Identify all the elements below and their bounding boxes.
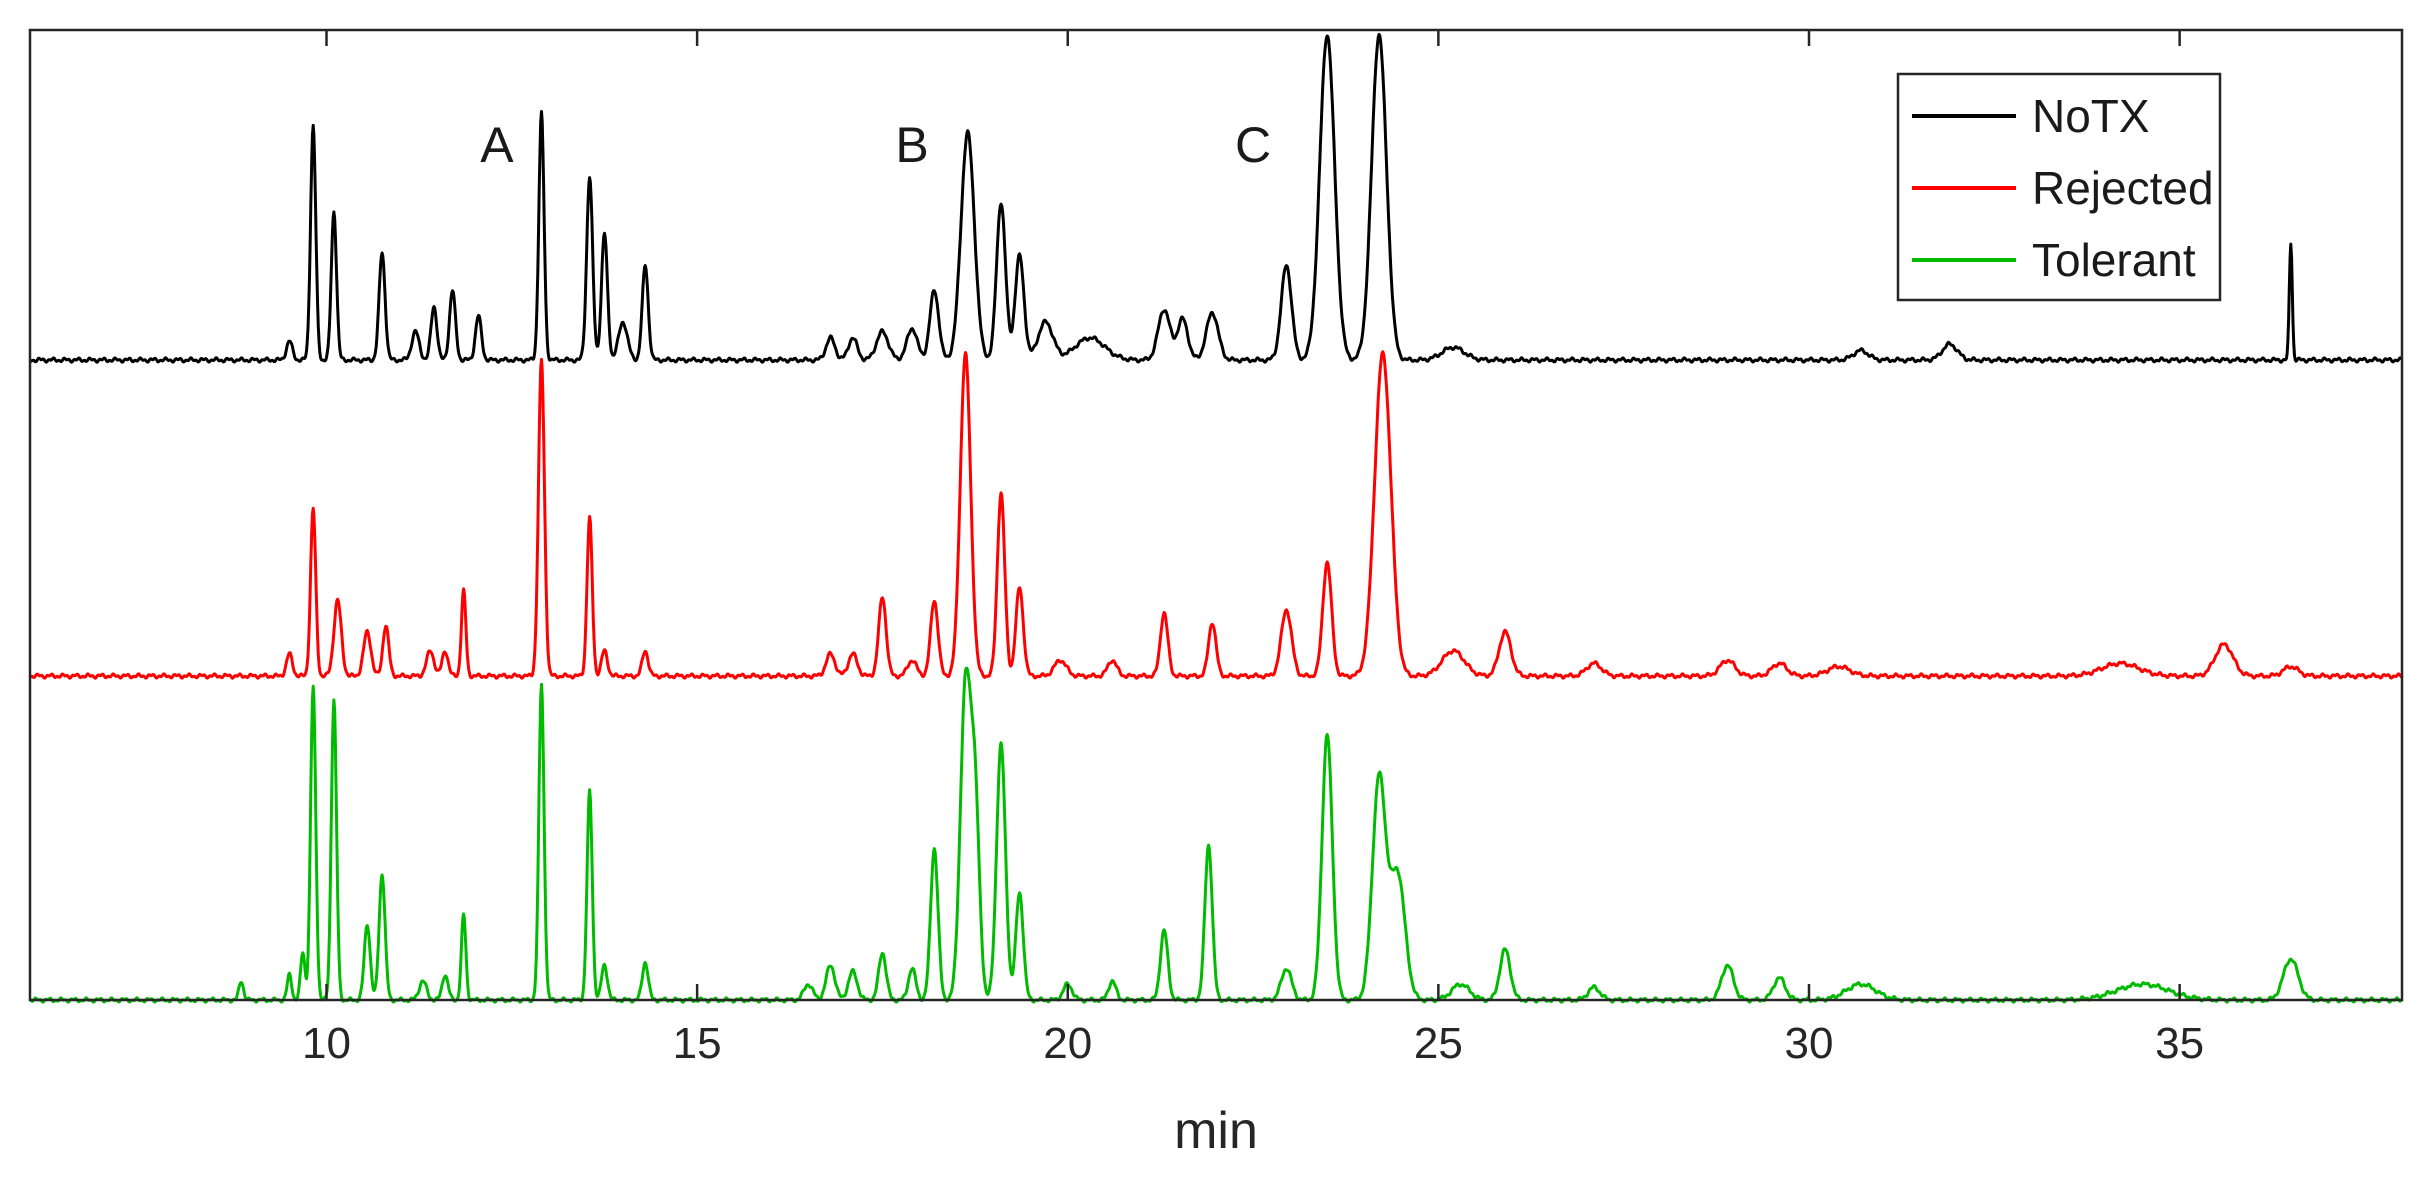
x-tick-label: 15 [673, 1019, 722, 1068]
peak-region-annotations: A B C [480, 117, 1271, 173]
plot-frame [28, 28, 2404, 1002]
trace-notx [28, 32, 2404, 364]
trace-group [28, 32, 2404, 1004]
x-tick-label: 35 [2155, 1019, 2204, 1068]
x-tick-label: 30 [1785, 1019, 1834, 1068]
annotation-a: A [480, 117, 514, 173]
x-tick-label: 25 [1414, 1019, 1463, 1068]
trace-rejected [29, 350, 2403, 680]
x-tick-label: 10 [302, 1019, 351, 1068]
legend-label-notx: NoTX [2032, 90, 2150, 142]
x-tick-label: 20 [1043, 1019, 1092, 1068]
annotation-b: B [895, 117, 928, 173]
legend-label-rejected: Rejected [2032, 162, 2214, 214]
x-axis-label: min [1174, 1102, 1258, 1160]
annotation-c: C [1235, 117, 1271, 173]
trace-tolerant [29, 666, 2403, 1004]
legend-label-tolerant: Tolerant [2032, 234, 2196, 286]
x-axis-ticks: 10 15 20 25 30 35 [302, 30, 2204, 1068]
legend: NoTX Rejected Tolerant [1896, 72, 2222, 302]
